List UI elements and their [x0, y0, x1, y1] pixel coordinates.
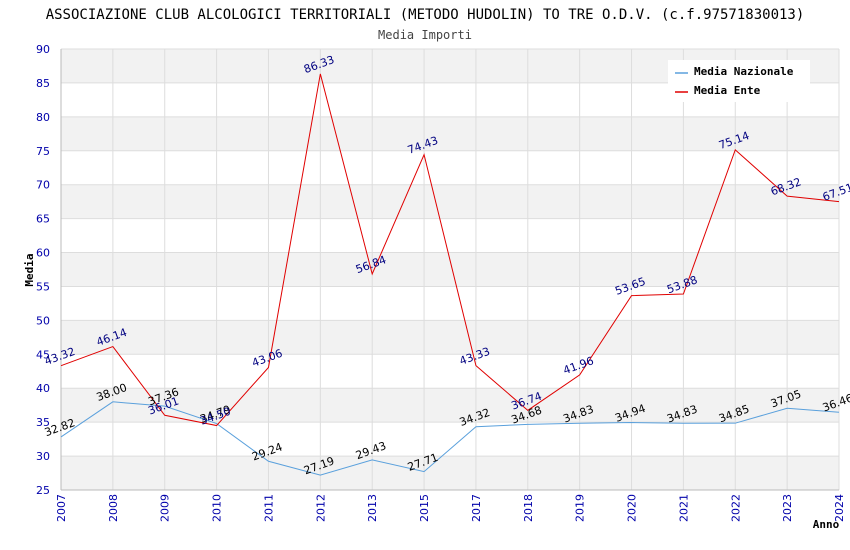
y-tick-label: 25 [36, 484, 50, 497]
y-tick-label: 75 [36, 145, 50, 158]
grid-band [61, 218, 839, 253]
legend-label-nazionale: Media Nazionale [694, 65, 794, 78]
x-tick-label: 2008 [107, 494, 120, 522]
y-tick-label: 55 [36, 280, 50, 293]
x-tick-label: 2017 [470, 494, 483, 522]
x-axis-label: Anno [813, 518, 840, 531]
grid-band [61, 320, 839, 355]
legend: Media Nazionale Media Ente [668, 60, 810, 102]
chart-title: ASSOCIAZIONE CLUB ALCOLOGICI TERRITORIAL… [46, 7, 805, 23]
chart-subtitle: Media Importi [378, 28, 472, 42]
grid-band [61, 286, 839, 321]
x-tick-label: 2024 [833, 494, 846, 522]
series-line-ente [60, 73, 840, 427]
y-tick-label: 80 [36, 111, 50, 124]
legend-label-ente: Media Ente [694, 84, 761, 97]
grid-band [61, 150, 839, 185]
grid-band [61, 422, 839, 457]
y-axis-label: Media [23, 253, 36, 286]
x-tick-label: 2015 [418, 494, 431, 522]
series-lines [60, 73, 840, 476]
y-tick-label: 45 [36, 348, 50, 361]
y-tick-label: 90 [36, 43, 50, 56]
x-tick-label: 2019 [574, 494, 587, 522]
grid-band [61, 354, 839, 389]
grid-band [61, 388, 839, 423]
grid-band [61, 184, 839, 219]
y-tick-label: 60 [36, 247, 50, 260]
x-tick-label: 2023 [781, 494, 794, 522]
x-tick-label: 2018 [522, 494, 535, 522]
y-tick-label: 50 [36, 314, 50, 327]
y-tick-label: 65 [36, 213, 50, 226]
y-tick-label: 40 [36, 382, 50, 395]
x-tick-label: 2007 [55, 494, 68, 522]
x-tick-label: 2020 [626, 494, 639, 522]
x-axis-ticks: 2007 2008 2009 2010 2011 2012 2013 2015 2017 2018… [55, 494, 846, 522]
y-axis-ticks: 25 30 35 40 45 50 55 60 65 70 75 80 85 90 [36, 43, 50, 497]
grid-band [61, 456, 839, 490]
x-tick-label: 2013 [366, 494, 379, 522]
x-tick-label: 2011 [262, 494, 275, 522]
grid-lines [60, 48, 840, 491]
y-tick-label: 30 [36, 450, 50, 463]
series-line-nazionale [60, 401, 840, 476]
x-tick-label: 2009 [159, 494, 172, 522]
y-tick-label: 85 [36, 77, 50, 90]
y-tick-label: 35 [36, 416, 50, 429]
x-tick-label: 2012 [314, 494, 327, 522]
x-tick-label: 2010 [211, 494, 224, 522]
grid-band [61, 116, 839, 151]
y-tick-label: 70 [36, 179, 50, 192]
legend-box [668, 60, 810, 102]
x-tick-label: 2021 [677, 494, 690, 522]
grid-band [61, 252, 839, 287]
x-tick-label: 2022 [729, 494, 742, 522]
